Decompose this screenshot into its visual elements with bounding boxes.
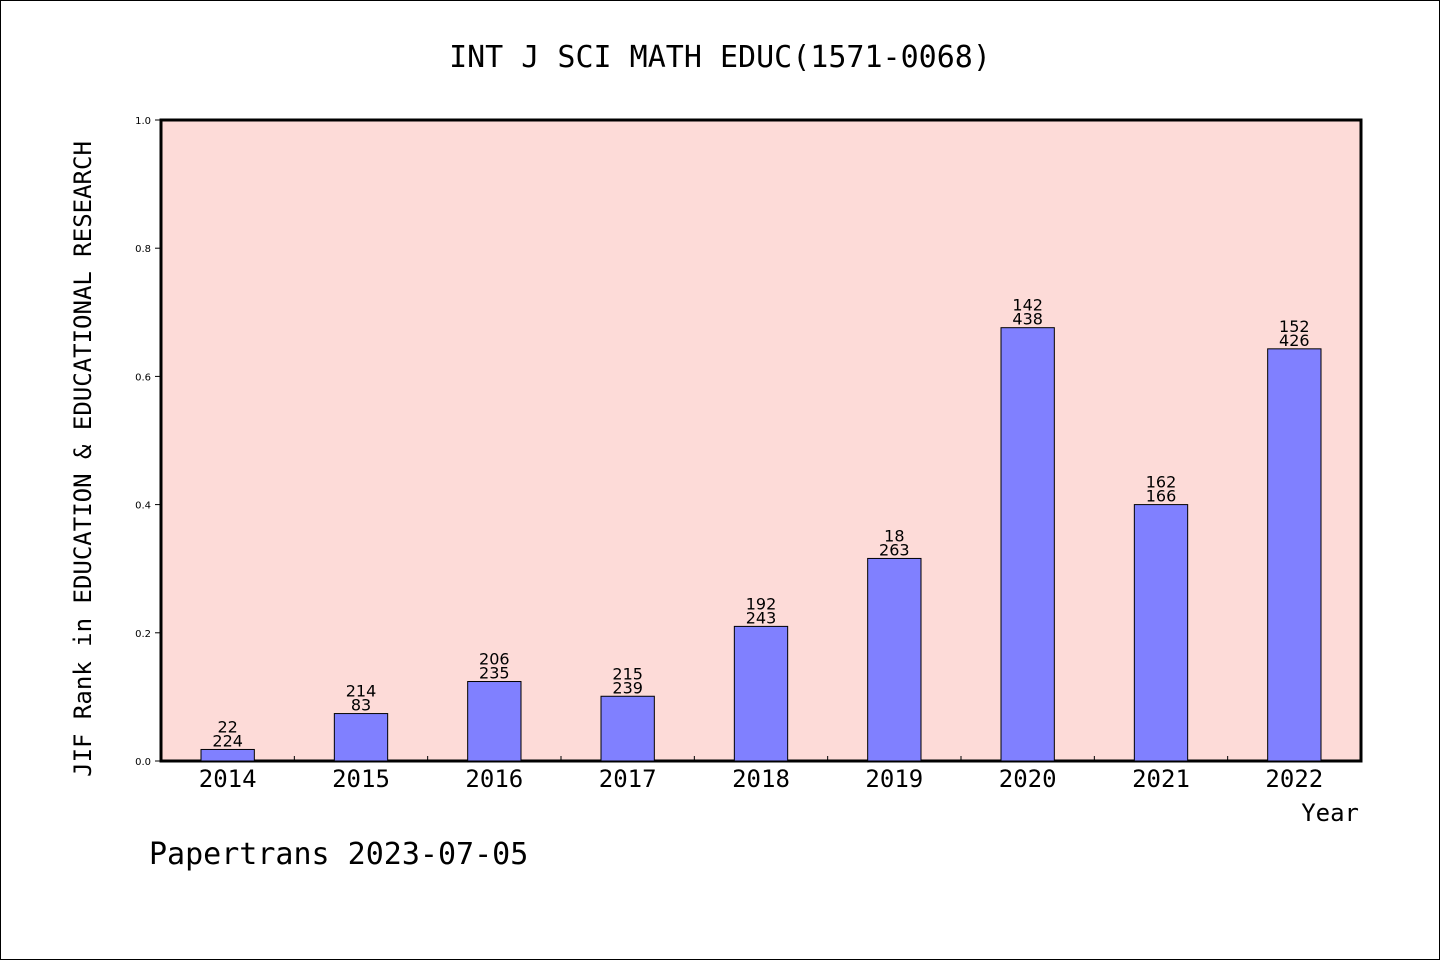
x-tick-label: 2020 bbox=[999, 765, 1057, 793]
y-tick-label: 1.0 bbox=[135, 116, 151, 127]
y-axis: 0.0 0.2 0.4 0.6 0.8 1.0 bbox=[135, 116, 161, 768]
bar-label-bottom: 438 bbox=[1012, 310, 1043, 329]
y-tick-label: 0.2 bbox=[135, 629, 151, 640]
x-tick-label: 2019 bbox=[865, 765, 923, 793]
bar-2018 bbox=[733, 625, 789, 762]
bar-2014 bbox=[200, 748, 255, 762]
bar-label-bottom: 224 bbox=[212, 731, 243, 750]
bar-label-top: 22 bbox=[217, 717, 237, 736]
bar-2015 bbox=[333, 713, 389, 762]
x-axis-label: Year bbox=[1301, 799, 1359, 827]
bar-label-bottom: 83 bbox=[351, 696, 371, 715]
bar-series bbox=[200, 327, 1322, 762]
x-axis: 2014 2015 2016 2017 2018 2019 2020 2021 2022 bbox=[199, 756, 1323, 793]
x-tick-label: 2017 bbox=[599, 765, 657, 793]
chart-title: INT J SCI MATH EDUC(1571-0068) bbox=[449, 40, 991, 75]
bar-label-top: 215 bbox=[612, 664, 643, 683]
y-tick-label: 0.6 bbox=[135, 372, 151, 383]
x-tick-label: 2014 bbox=[199, 765, 257, 793]
bar-2017 bbox=[600, 695, 655, 762]
bar-2020 bbox=[1000, 327, 1055, 762]
bar-2016 bbox=[467, 681, 522, 762]
bar-label-top: 18 bbox=[884, 526, 904, 545]
bar-2022 bbox=[1267, 348, 1322, 762]
y-axis-label: JIF Rank in EDUCATION & EDUCATIONAL RESE… bbox=[69, 141, 97, 777]
bar-label-top: 152 bbox=[1279, 317, 1310, 336]
x-tick-label: 2018 bbox=[732, 765, 790, 793]
bar-label-top: 206 bbox=[479, 650, 510, 669]
footer-credit: Papertrans 2023-07-05 bbox=[149, 837, 528, 872]
x-tick-label: 2016 bbox=[465, 765, 523, 793]
y-tick-label: 0.8 bbox=[135, 244, 151, 255]
y-tick-label: 0.4 bbox=[135, 501, 151, 512]
bar-label-bottom: 243 bbox=[746, 608, 777, 627]
bar-label-bottom: 166 bbox=[1146, 487, 1177, 506]
y-tick-label: 0.0 bbox=[135, 757, 151, 768]
bar-label-top: 162 bbox=[1146, 473, 1177, 492]
bar-2021 bbox=[1133, 504, 1189, 762]
bar-label-top: 214 bbox=[346, 682, 377, 701]
bar-label-top: 142 bbox=[1012, 296, 1043, 315]
x-tick-label: 2021 bbox=[1132, 765, 1190, 793]
x-tick-label: 2015 bbox=[332, 765, 390, 793]
bar-label-bottom: 239 bbox=[612, 678, 643, 697]
bar-label-bottom: 263 bbox=[879, 540, 910, 559]
bar-label-top: 192 bbox=[746, 594, 777, 613]
bar-label-bottom: 235 bbox=[479, 664, 510, 683]
bar-2019 bbox=[867, 557, 922, 762]
bar-label-bottom: 426 bbox=[1279, 331, 1310, 350]
x-tick-label: 2022 bbox=[1265, 765, 1323, 793]
